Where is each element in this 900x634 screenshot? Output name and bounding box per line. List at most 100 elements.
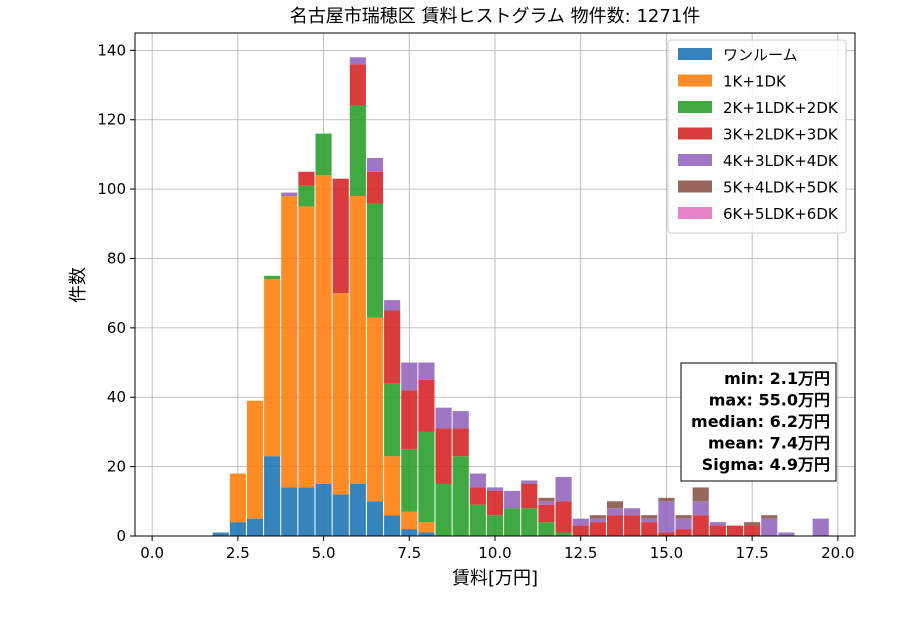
histogram-bar — [418, 379, 435, 432]
histogram-bar — [521, 480, 538, 484]
histogram-bar — [641, 515, 658, 519]
histogram-bar — [658, 501, 675, 533]
y-tick-label: 80 — [107, 249, 126, 267]
histogram-bar — [366, 157, 384, 172]
histogram-bar — [692, 501, 709, 516]
histogram-bar — [589, 515, 606, 519]
histogram-bar — [778, 532, 795, 536]
histogram-bar — [315, 483, 332, 536]
stats-box-frame — [680, 362, 837, 482]
histogram-bar — [349, 196, 366, 484]
histogram-bar — [384, 456, 401, 516]
stats-line: median: 6.2万円 — [691, 412, 830, 431]
histogram-bar — [469, 487, 486, 505]
legend-label: 3K+2LDK+3DK — [723, 126, 839, 144]
histogram-bar — [624, 515, 641, 536]
histogram-bar — [281, 196, 298, 488]
legend-label: 2K+1LDK+2DK — [723, 99, 839, 117]
histogram-bar — [469, 504, 486, 536]
histogram-bar — [401, 511, 418, 530]
histogram-bar — [589, 522, 606, 536]
histogram-bar — [812, 518, 829, 536]
y-tick-label: 60 — [107, 319, 126, 337]
histogram-bar — [504, 490, 521, 509]
histogram-bar — [264, 456, 281, 536]
histogram-bar — [315, 133, 332, 176]
histogram-bar — [384, 310, 401, 384]
histogram-bar — [641, 522, 658, 536]
histogram-bar — [384, 515, 401, 536]
histogram-bar — [744, 522, 761, 526]
histogram-bar — [401, 390, 418, 450]
histogram-bar — [761, 515, 778, 519]
x-tick-label: 0.0 — [140, 544, 164, 562]
histogram-bar — [281, 487, 298, 536]
histogram-bar — [229, 522, 246, 536]
y-tick-label: 40 — [107, 388, 126, 406]
histogram-bar — [315, 175, 332, 484]
y-tick-label: 20 — [107, 458, 126, 476]
histogram-bar — [555, 532, 572, 536]
legend-swatch — [678, 127, 712, 140]
histogram-bar — [384, 300, 401, 311]
histogram-bar — [229, 473, 246, 523]
stats-line: mean: 7.4万円 — [708, 434, 830, 453]
legend-box — [667, 39, 847, 234]
histogram-bar — [281, 192, 298, 197]
histogram-bar — [486, 490, 504, 516]
histogram-bar — [298, 487, 315, 536]
histogram-bar — [624, 508, 641, 516]
histogram-bar — [572, 525, 589, 536]
x-tick-label: 15.0 — [650, 544, 683, 562]
x-axis-ticks: 0.0 2.5 5.0 7.5 10.0 12.5 15.0 17.5 20.0 — [140, 536, 855, 562]
histogram-bar — [332, 293, 349, 495]
x-axis-label: 賃料[万円] — [452, 568, 538, 589]
histogram-bar — [572, 518, 589, 526]
legend-swatch — [678, 74, 712, 87]
x-tick-label: 10.0 — [478, 544, 511, 562]
histogram-bar — [332, 178, 349, 294]
y-tick-label: 140 — [97, 41, 126, 59]
histogram-bar — [641, 518, 658, 523]
histogram-bar — [606, 508, 624, 516]
chart-title: 名古屋市瑞穂区 賃料ヒストグラム 物件数: 1271件 — [290, 6, 701, 27]
histogram-bar — [726, 525, 744, 536]
x-tick-label: 7.5 — [397, 544, 421, 562]
histogram-bar — [384, 383, 401, 457]
x-tick-label: 20.0 — [821, 544, 854, 562]
x-tick-label: 12.5 — [564, 544, 597, 562]
histogram-bar — [469, 473, 486, 488]
histogram-bar — [212, 532, 229, 536]
x-tick-label: 2.5 — [226, 544, 250, 562]
histogram-bar — [555, 501, 572, 533]
histogram-bar — [606, 501, 624, 509]
legend-label: 4K+3LDK+4DK — [723, 152, 839, 170]
legend-label: 1K+1DK — [723, 73, 787, 91]
histogram-bar — [538, 497, 555, 502]
histogram-bar — [401, 529, 418, 536]
histogram-bar — [692, 487, 709, 502]
histogram-bar — [418, 362, 435, 380]
histogram-bar — [264, 275, 281, 280]
y-tick-label: 120 — [97, 111, 126, 129]
histogram-bar — [744, 525, 761, 536]
histogram-bar — [675, 529, 692, 536]
histogram-bar — [692, 515, 709, 536]
y-axis-label: 件数 — [68, 267, 89, 303]
histogram-bar — [418, 431, 435, 523]
histogram-bar — [589, 518, 606, 523]
histogram-bar — [452, 411, 469, 429]
legend-swatch — [678, 207, 712, 219]
histogram-bar — [452, 428, 469, 457]
histogram-bar — [435, 407, 452, 429]
histogram-bar — [401, 449, 418, 512]
stats-line: min: 2.1万円 — [724, 369, 830, 388]
histogram-bar — [366, 317, 384, 502]
histogram-bar — [675, 518, 692, 530]
histogram-bar — [298, 185, 315, 207]
histogram-bar — [675, 515, 692, 519]
histogram-bar — [298, 171, 315, 186]
histogram-bar — [504, 508, 521, 536]
